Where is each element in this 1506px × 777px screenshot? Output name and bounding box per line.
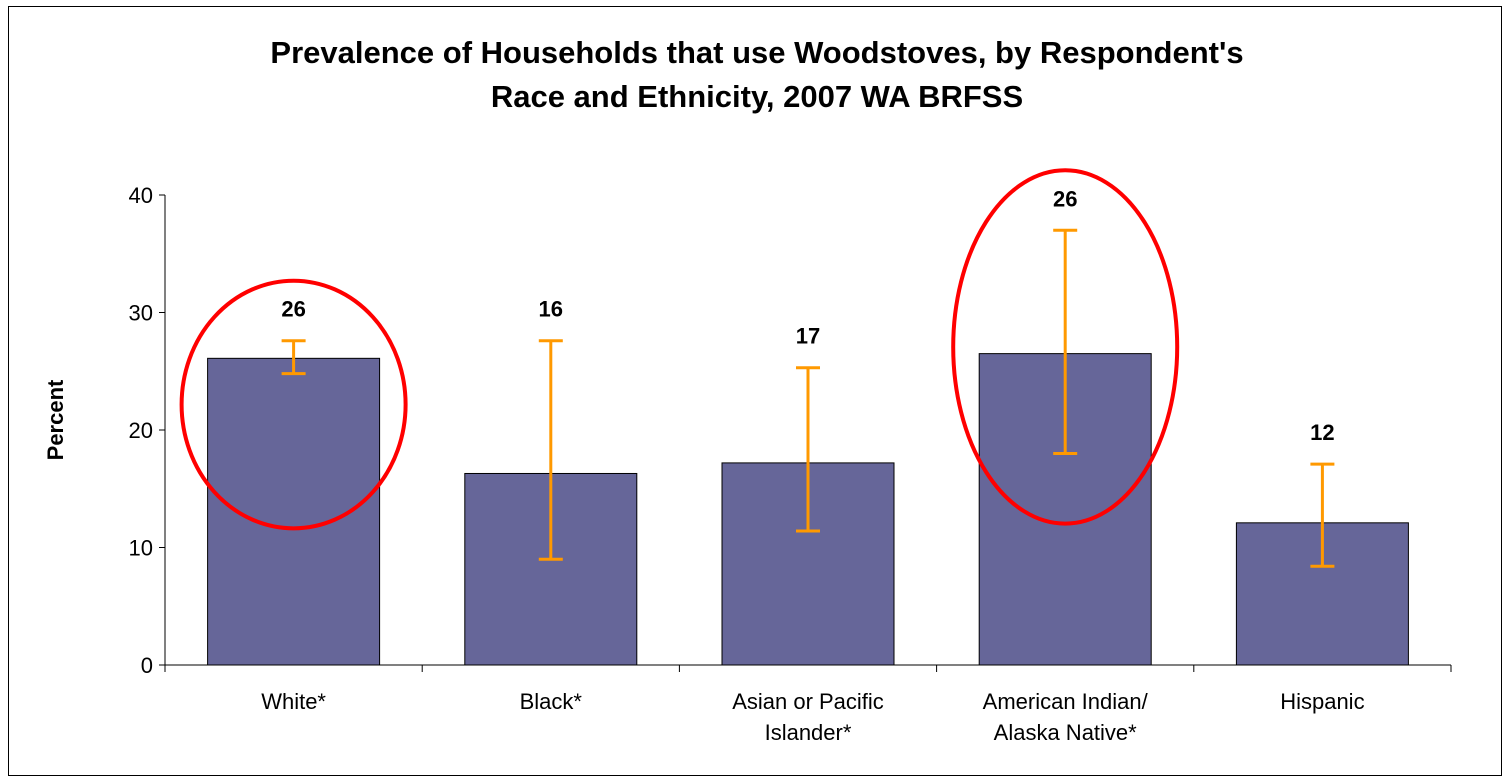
bar (207, 357, 381, 666)
y-tick-label: 30 (129, 301, 153, 326)
highlight-ellipse (951, 168, 1180, 526)
y-tick-label: 0 (141, 653, 153, 678)
x-category-label: Alaska Native* (994, 720, 1138, 745)
highlight-ellipse (179, 278, 408, 531)
x-category-label: Islander* (765, 720, 852, 745)
x-category-label: American Indian/ (983, 689, 1149, 714)
y-tick-label: 40 (129, 183, 153, 208)
data-label: 26 (1053, 186, 1077, 211)
chart-title-line-1: Prevalence of Households that use Woodst… (270, 35, 1243, 70)
plot-area: 0 10 20 30 40 26 16 17 26 12 White* Black* Asian or … (129, 168, 1452, 745)
x-category-label: White* (261, 689, 326, 714)
chart-title-line-2: Race and Ethnicity, 2007 WA BRFSS (491, 79, 1023, 114)
data-label: 16 (539, 297, 563, 322)
y-tick-label: 20 (129, 418, 153, 443)
x-category-label: Asian or Pacific (732, 689, 884, 714)
data-label: 26 (281, 297, 305, 322)
x-category-label: Hispanic (1280, 689, 1364, 714)
data-label: 17 (796, 324, 820, 349)
data-label: 12 (1310, 420, 1334, 445)
x-category-label: Black* (520, 689, 583, 714)
y-tick-label: 10 (129, 536, 153, 561)
y-axis-title: Percent (43, 379, 68, 460)
